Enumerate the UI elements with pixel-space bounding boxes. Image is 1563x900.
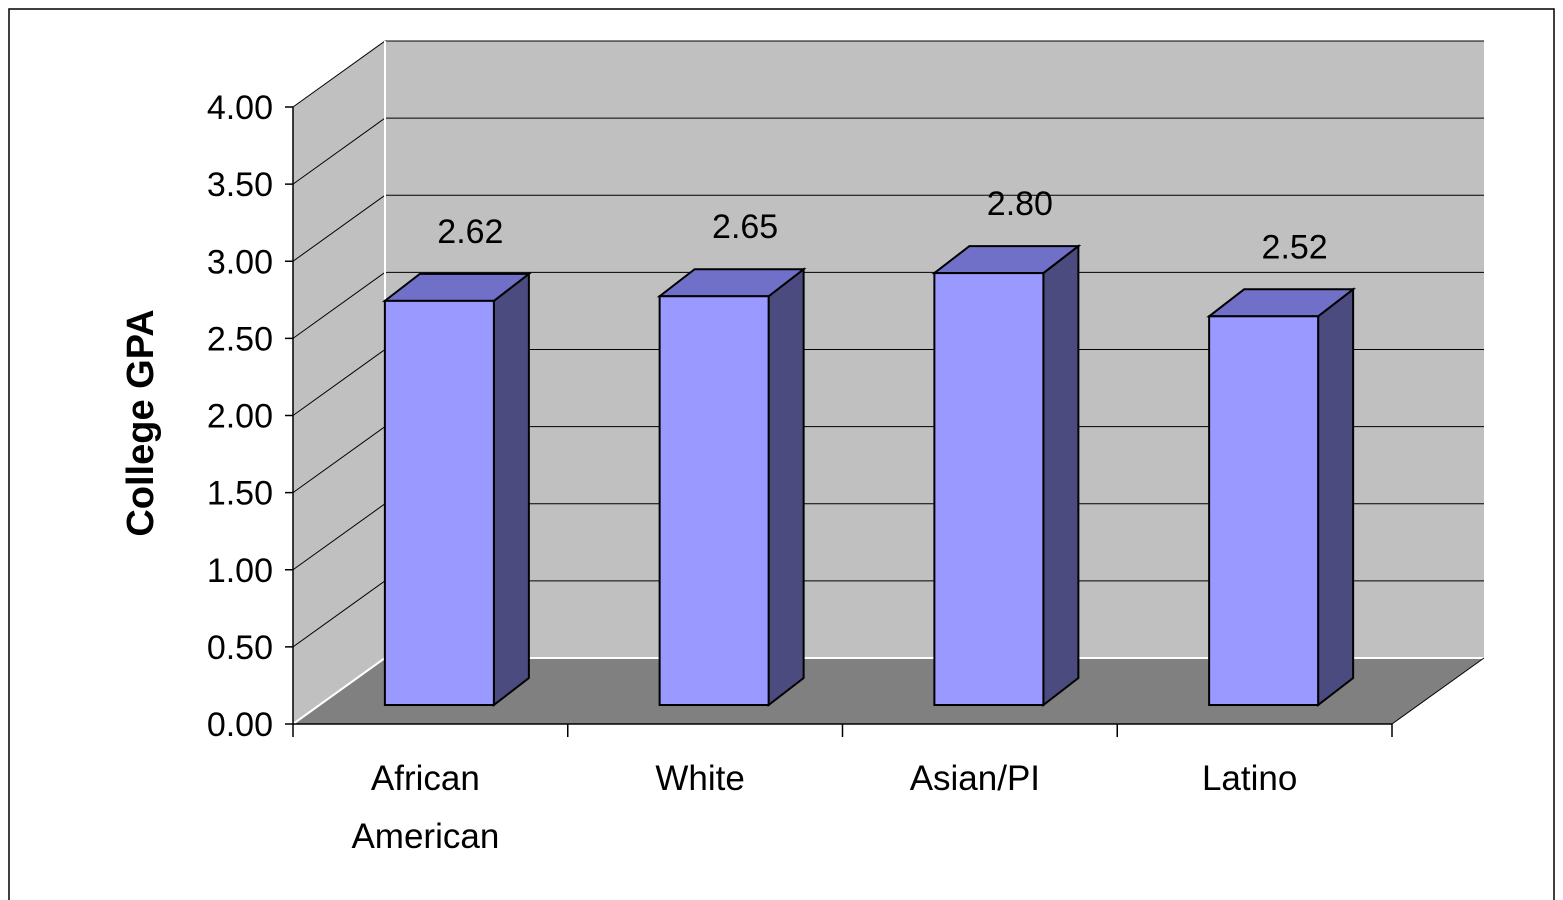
y-tick-label: 2.50 (207, 320, 273, 358)
y-tick-label: 0.00 (207, 706, 273, 744)
bar-front (1208, 315, 1320, 706)
side-gridline (292, 40, 386, 108)
data-labels: 2.62 2.65 2.80 2.52 (437, 185, 1327, 266)
bar-side (767, 267, 805, 708)
side-gridline (292, 194, 386, 262)
y-tick-label: 3.00 (207, 243, 273, 281)
y-tick-label: 3.50 (207, 166, 273, 204)
y-tick-labels: 0.00 0.50 1.00 1.50 2.00 2.50 3.00 3.50 4.00 (207, 89, 273, 744)
bars (381, 244, 1357, 708)
y-tick-label: 2.00 (207, 398, 273, 436)
data-label: 2.62 (437, 213, 503, 251)
floor-right-edge (1391, 657, 1485, 725)
data-label: 2.65 (712, 208, 778, 246)
side-gridline (292, 580, 386, 648)
category-labels: African American White Asian/PI Latino (351, 759, 1297, 856)
category-label: Latino (1202, 759, 1297, 798)
y-tick-label: 0.50 (207, 629, 273, 667)
data-label: 2.80 (987, 185, 1053, 223)
side-gridline (292, 271, 386, 339)
bar-side (1317, 287, 1355, 708)
side-gridline (292, 503, 386, 571)
category-label: White (655, 759, 744, 798)
bar-front (383, 299, 495, 706)
bar-front (658, 295, 770, 706)
bar (931, 244, 1082, 708)
side-gridline (292, 349, 386, 416)
side-gridline (292, 117, 386, 185)
data-label: 2.52 (1262, 228, 1328, 266)
category-label: American (351, 817, 499, 856)
floor (293, 658, 1484, 724)
side-gridline (292, 426, 386, 494)
bar (381, 271, 532, 708)
y-axis-title: College GPA (120, 309, 162, 536)
axes (285, 106, 1485, 737)
floor-side-edge (292, 657, 386, 725)
y-tick-label: 1.50 (207, 475, 273, 513)
y-tick-label: 4.00 (207, 89, 273, 127)
bar (656, 267, 807, 708)
category-label: African (371, 759, 480, 798)
bar-side (1042, 244, 1080, 708)
bar (1206, 287, 1357, 708)
y-tick-label: 1.00 (207, 552, 273, 590)
bar-front (933, 272, 1045, 706)
category-label: Asian/PI (910, 759, 1040, 798)
bar-side (492, 271, 530, 708)
